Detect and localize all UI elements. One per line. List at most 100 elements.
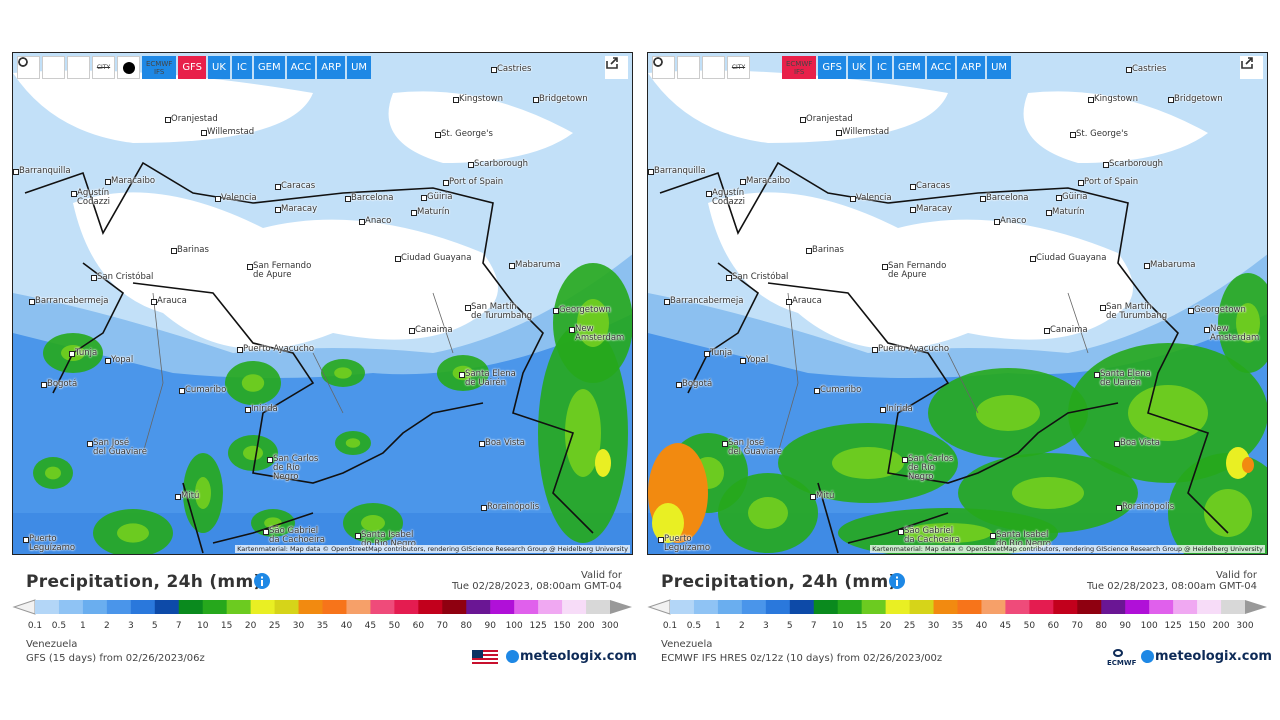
legend-tick: 7 <box>810 621 817 631</box>
legend-tick: 30 <box>292 621 305 631</box>
precip-area <box>345 438 361 448</box>
city-label: Scarborough <box>467 159 529 169</box>
border-line <box>24 161 594 554</box>
legend-tick: 40 <box>340 621 353 631</box>
city-label: Santa Elena de Uairén <box>459 369 516 388</box>
colorbar-swatch <box>346 600 371 614</box>
city-label: Santa Isabel do Rio Negro <box>990 530 1051 549</box>
city-label: Georgetown <box>553 305 611 315</box>
model-button[interactable]: ARP <box>957 56 986 79</box>
city-label: Canaima <box>409 325 453 335</box>
colorbar-swatch <box>106 600 132 614</box>
model-button[interactable]: UK <box>208 56 230 79</box>
legend-tick: 70 <box>1071 621 1084 631</box>
map-canvas <box>13 70 632 554</box>
tool-icon[interactable] <box>653 56 725 79</box>
flag <box>472 650 498 664</box>
legend-tick: 25 <box>903 621 916 631</box>
tool-icon[interactable] <box>653 56 700 79</box>
model-button[interactable]: ECMWF IFS <box>782 56 817 79</box>
legend-tick: 150 <box>1188 621 1206 631</box>
colorbar-swatch <box>466 600 491 614</box>
border-line <box>659 161 1229 554</box>
city-label: Barranquilla <box>13 166 71 176</box>
city-label: Port of Spain <box>442 177 504 187</box>
model-button[interactable]: ARP <box>317 56 346 79</box>
dot-toggle[interactable] <box>117 56 140 79</box>
share-button[interactable] <box>1240 56 1263 79</box>
precip-area <box>832 447 904 479</box>
city-label: San Fernando de Apure <box>881 261 947 280</box>
share-button[interactable] <box>605 56 628 79</box>
precip-area <box>595 449 611 477</box>
colorbar-swatch <box>298 600 323 614</box>
city-toggle[interactable]: CITY <box>727 56 750 79</box>
precip-area <box>1023 91 1208 163</box>
city-toggle[interactable]: CITY <box>92 56 115 79</box>
legend-tick: 70 <box>436 621 449 631</box>
model-button[interactable]: ACC <box>286 56 316 79</box>
colorbar-swatch <box>490 600 515 614</box>
tool-icon[interactable] <box>18 56 65 79</box>
model-button[interactable]: GEM <box>253 56 285 79</box>
city-label: Güiria <box>420 192 453 202</box>
colorbar-swatch <box>58 600 84 614</box>
city-label: Puerto Leguízamo <box>22 534 76 553</box>
colorbar-swatch <box>981 600 1006 614</box>
precip-area <box>45 466 61 480</box>
model-button[interactable]: ACC <box>926 56 956 79</box>
model-button[interactable]: GEM <box>893 56 925 79</box>
icon-glyph <box>653 57 663 67</box>
legend-tick: 15 <box>855 621 868 631</box>
model-button[interactable]: GFS <box>178 56 206 79</box>
city-label: San Martín de Turumbang <box>464 302 533 321</box>
city-label: Maturín <box>1046 207 1085 217</box>
info-button[interactable] <box>889 573 905 589</box>
legend-tick: 2 <box>739 621 745 631</box>
model-button[interactable]: UK <box>848 56 870 79</box>
city-label: Cumaribo <box>178 385 227 395</box>
precip-area <box>1012 477 1084 509</box>
city-label: St. George's <box>435 129 493 139</box>
flag-canton <box>472 650 483 658</box>
colorbar-swatch <box>1077 600 1102 614</box>
model-button[interactable]: ECMWF IFS <box>142 56 177 79</box>
legend-tick: 80 <box>460 621 472 631</box>
precip-area <box>648 70 948 143</box>
tool-icon[interactable] <box>18 56 90 79</box>
colorbar-swatch <box>130 600 156 614</box>
city-label: Puerto Ayacucho <box>871 344 950 354</box>
model-button[interactable]: IC <box>231 56 252 79</box>
legend-tick: 7 <box>175 621 182 631</box>
legend-title: Precipitation, 24h (mm) <box>26 572 262 592</box>
city-label: Bogotá <box>675 379 713 389</box>
attribution: Kartenmaterial: Map data © OpenStreetMap… <box>235 545 630 553</box>
colorbar-swatch <box>1173 600 1198 614</box>
model-button[interactable]: GFS <box>818 56 846 79</box>
info-button[interactable] <box>254 573 270 589</box>
precip-area <box>243 445 263 461</box>
city-label: San Carlos de Río Negro <box>901 454 954 482</box>
colorbar-swatch <box>670 600 695 614</box>
legend-tick: 15 <box>220 621 233 631</box>
model-button[interactable]: UM <box>987 56 1012 79</box>
legend-tick: 200 <box>1212 621 1230 631</box>
legend-tick: 5 <box>151 621 158 631</box>
city-label: São Gabriel da Cachoeira <box>897 526 961 545</box>
brand: meteologix.com <box>520 649 637 664</box>
colorbar-swatch <box>957 600 982 614</box>
precip-area <box>264 517 282 529</box>
city-label: Maracay <box>909 204 953 214</box>
model-button[interactable]: UM <box>347 56 372 79</box>
colorbar-swatch <box>813 600 839 614</box>
model-button[interactable]: IC <box>871 56 892 79</box>
city-label: Tunja <box>68 348 98 358</box>
city-label: Oranjestad <box>800 114 853 124</box>
city-label: St. George's <box>1070 129 1128 139</box>
legend-tick: 80 <box>1095 621 1107 631</box>
colorbar-swatch <box>1197 600 1222 614</box>
precip-area <box>708 192 1133 349</box>
city-label: Santa Isabel do Rio Negro <box>355 530 416 549</box>
city-label: Bogotá <box>40 379 78 389</box>
colorbar-swatch <box>586 600 611 614</box>
